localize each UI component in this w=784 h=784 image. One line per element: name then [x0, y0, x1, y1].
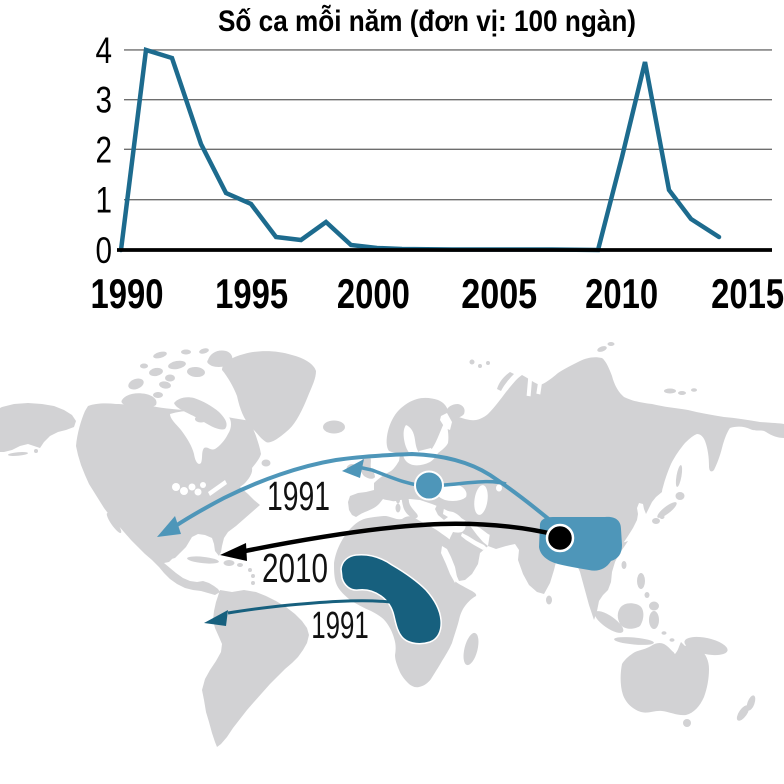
svg-text:2010: 2010	[262, 545, 328, 591]
svg-text:2: 2	[96, 128, 113, 170]
svg-text:2000: 2000	[337, 270, 410, 317]
svg-text:1995: 1995	[215, 270, 288, 317]
svg-text:3: 3	[96, 79, 113, 121]
svg-text:0: 0	[96, 229, 113, 271]
svg-text:Số ca mỗi năm (đơn vị: 100 ngà: Số ca mỗi năm (đơn vị: 100 ngàn)	[218, 4, 636, 38]
svg-text:2015: 2015	[711, 270, 784, 317]
svg-text:2005: 2005	[461, 270, 537, 317]
svg-text:1: 1	[96, 179, 113, 221]
svg-text:1991: 1991	[311, 605, 369, 647]
svg-text:4: 4	[96, 29, 113, 71]
svg-text:1991: 1991	[267, 473, 330, 519]
svg-text:2010: 2010	[585, 270, 658, 317]
svg-text:1990: 1990	[91, 270, 164, 317]
